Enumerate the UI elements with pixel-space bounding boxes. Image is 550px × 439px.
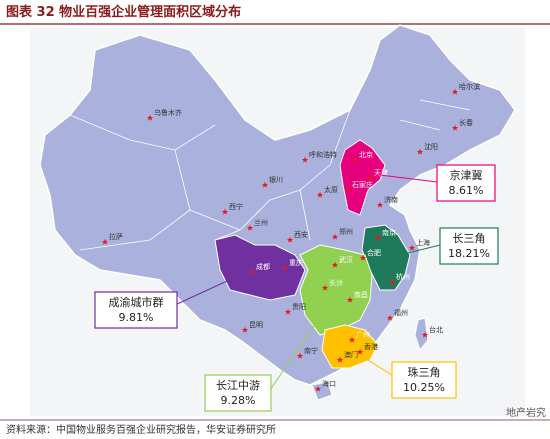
city-label: 南京 bbox=[382, 228, 396, 237]
region-name: 长江中游 bbox=[216, 379, 260, 392]
city-label: 重庆 bbox=[289, 258, 303, 267]
city-label: 成都 bbox=[256, 262, 270, 271]
city-label: 郑州 bbox=[339, 228, 353, 236]
city-label: 杭州 bbox=[396, 272, 410, 281]
callout-lines bbox=[174, 174, 441, 391]
city-label: 拉萨 bbox=[109, 232, 123, 241]
city-label: 福州 bbox=[394, 308, 408, 317]
city-label: 武汉 bbox=[339, 255, 353, 264]
city-label: 台北 bbox=[429, 325, 443, 334]
city-label: 石家庄 bbox=[352, 180, 373, 189]
city-label: 天津 bbox=[374, 169, 388, 177]
region-name: 京津冀 bbox=[450, 168, 483, 182]
hainan bbox=[311, 381, 333, 401]
callout-layer: 京津冀 8.61% 长三角 18.21% 成渝城市群 9.81% 长江中游 9.28% 珠三角 1… bbox=[94, 164, 499, 412]
region-name: 长三角 bbox=[453, 232, 486, 245]
city-label: 长沙 bbox=[329, 278, 343, 287]
city-label: 太原 bbox=[324, 185, 338, 194]
watermark: 地产岩究 bbox=[506, 406, 546, 419]
city-label: 上海 bbox=[416, 238, 430, 247]
city-label: 昆明 bbox=[249, 321, 263, 329]
city-label: 贵阳 bbox=[292, 302, 306, 311]
callout-box bbox=[439, 227, 499, 265]
city-label: 西宁 bbox=[229, 202, 243, 211]
source: 资料来源：中国物业服务百强企业研究报告，华安证券研究所 bbox=[6, 423, 276, 436]
city-label: 北京 bbox=[359, 150, 373, 159]
region-share: 10.25% bbox=[403, 381, 445, 394]
city-label: 合肥 bbox=[367, 248, 381, 257]
city-label: 南宁 bbox=[304, 346, 318, 355]
province-borders bbox=[69, 99, 471, 251]
region-share: 8.61% bbox=[449, 184, 484, 197]
city-label: 广州 bbox=[356, 330, 370, 339]
city-label: 哈尔滨 bbox=[459, 82, 480, 91]
city-label: 南昌 bbox=[354, 290, 368, 299]
region-chengyu bbox=[214, 234, 306, 301]
city-label: 西安 bbox=[294, 230, 308, 239]
city-label: 澳门 bbox=[344, 350, 358, 359]
callout-box bbox=[94, 291, 178, 329]
city-label: 长春 bbox=[459, 118, 473, 127]
region-name: 成渝城市群 bbox=[109, 295, 164, 309]
city-label: 银川 bbox=[269, 175, 283, 184]
region-share: 18.21% bbox=[448, 247, 490, 260]
region-share: 9.81% bbox=[119, 311, 154, 324]
city-label: 沈阳 bbox=[424, 142, 438, 151]
taiwan bbox=[414, 317, 429, 352]
china-outline bbox=[39, 24, 516, 386]
title: 图表 32 物业百强企业管理面积区域分布 bbox=[6, 4, 241, 20]
callout-box bbox=[204, 374, 272, 412]
city-label: 海口 bbox=[322, 379, 336, 388]
city-label: 济南 bbox=[384, 195, 398, 204]
city-label: 乌鲁木齐 bbox=[154, 108, 182, 117]
region-name: 珠三角 bbox=[408, 365, 441, 379]
region-jingjinji bbox=[339, 139, 386, 216]
city-label: 香港 bbox=[364, 342, 378, 351]
region-share: 9.28% bbox=[221, 394, 256, 407]
city-label: 呼和浩特 bbox=[309, 150, 337, 159]
callout-box bbox=[436, 164, 496, 202]
city-label: 兰州 bbox=[254, 218, 268, 227]
region-middle-yangtze bbox=[299, 244, 373, 336]
callout-box bbox=[391, 361, 457, 399]
